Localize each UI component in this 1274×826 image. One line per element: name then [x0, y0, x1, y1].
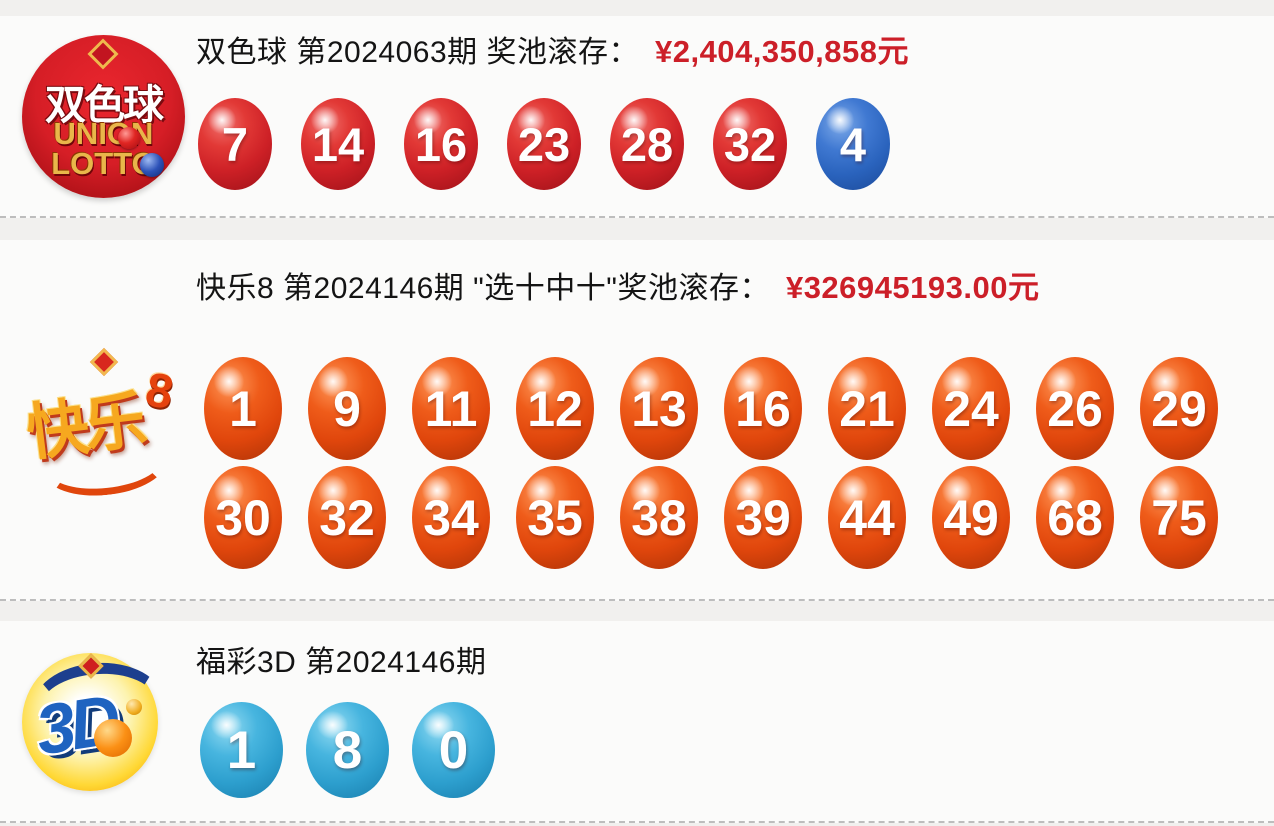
blue-ball: 4	[816, 98, 890, 199]
orange-ball: 34	[412, 466, 490, 578]
fucai3d-header: 福彩3D 第2024146期	[196, 637, 486, 681]
blue-ball-icon	[140, 153, 164, 177]
red-ball: 14	[301, 98, 375, 199]
red-ball: 16	[404, 98, 478, 199]
kuaile8-ball-row-2: 30 32 34 35 38 39 44 49 68 75	[204, 466, 1218, 578]
union-lotto-logo-lotto: LOTTO	[51, 146, 156, 181]
section-fucai3d: 福彩3D 第2024146期 3D 1 8 0	[0, 621, 1274, 823]
orange-ball: 21	[828, 357, 906, 469]
red-ball-icon	[118, 127, 140, 149]
orange-ball: 75	[1140, 466, 1218, 578]
union-lotto-title: 双色球 第2024063期 奖池滚存：	[196, 36, 639, 69]
red-ball: 28	[610, 98, 684, 199]
orange-ball: 11	[412, 357, 490, 469]
orange-ball: 29	[1140, 357, 1218, 469]
orange-ball: 44	[828, 466, 906, 578]
orange-ball: 1	[204, 357, 282, 469]
section-kuaile8: 快乐8 第2024146期 "选十中十"奖池滚存： ¥326945193.00元…	[0, 240, 1274, 601]
union-lotto-logo-union: UNION	[53, 116, 154, 151]
union-lotto-header: 双色球 第2024063期 奖池滚存： ¥2,404,350,858元	[196, 26, 909, 71]
fucai3d-logo-small-orb-icon	[126, 699, 142, 715]
kuaile8-header: 快乐8 第2024146期 "选十中十"奖池滚存： ¥326945193.00元	[196, 262, 1039, 307]
kuaile8-ball-row-1: 1 9 11 12 13 16 21 24 26 29	[204, 357, 1218, 469]
orange-ball: 49	[932, 466, 1010, 578]
union-lotto-jackpot-amount: ¥2,404,350,858元	[654, 34, 909, 69]
red-ball: 32	[713, 98, 787, 199]
kuaile8-logo-eight: 8	[141, 363, 178, 420]
cyan-ball: 8	[306, 702, 389, 807]
orange-ball: 26	[1036, 357, 1114, 469]
cyan-ball: 1	[200, 702, 283, 807]
red-ball: 23	[507, 98, 581, 199]
union-lotto-logo-name: 双色球	[45, 82, 164, 128]
orange-ball: 24	[932, 357, 1010, 469]
fucai3d-title: 福彩3D 第2024146期	[196, 646, 487, 679]
kuaile8-title: 快乐8 第2024146期 "选十中十"奖池滚存：	[196, 272, 770, 305]
fucai3d-logo-orb-icon	[94, 719, 132, 757]
fucai3d-ball-row: 1 8 0	[200, 702, 495, 807]
union-lotto-ball-row: 7 14 16 23 28 32 4	[198, 98, 890, 199]
red-ball: 7	[198, 98, 272, 199]
orange-ball: 68	[1036, 466, 1114, 578]
kuaile8-jackpot-amount: ¥326945193.00元	[785, 270, 1040, 305]
union-lotto-logo: 双色球 UNION LOTTO	[22, 35, 185, 198]
orange-ball: 30	[204, 466, 282, 578]
orange-ball: 38	[620, 466, 698, 578]
orange-ball: 9	[308, 357, 386, 469]
orange-ball: 32	[308, 466, 386, 578]
orange-ball: 16	[724, 357, 802, 469]
orange-ball: 39	[724, 466, 802, 578]
section-union-lotto: 双色球 UNION LOTTO 双色球 第2024063期 奖池滚存： ¥2,4…	[0, 16, 1274, 218]
fucai3d-logo: 3D	[22, 647, 167, 797]
kuaile8-logo: 快乐 8	[18, 347, 193, 502]
china-welfare-knot-icon	[87, 38, 119, 70]
cyan-ball: 0	[412, 702, 495, 807]
orange-ball: 13	[620, 357, 698, 469]
orange-ball: 12	[516, 357, 594, 469]
orange-ball: 35	[516, 466, 594, 578]
